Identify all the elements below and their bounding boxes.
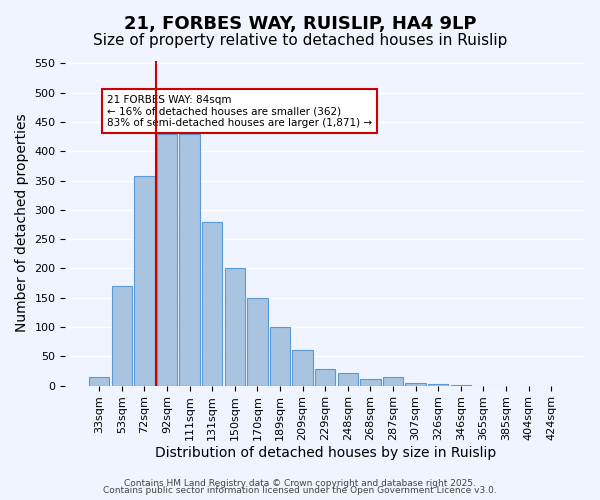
Bar bbox=[179, 134, 200, 386]
Text: Contains public sector information licensed under the Open Government Licence v3: Contains public sector information licen… bbox=[103, 486, 497, 495]
Bar bbox=[89, 377, 109, 386]
Bar bbox=[292, 350, 313, 386]
X-axis label: Distribution of detached houses by size in Ruislip: Distribution of detached houses by size … bbox=[155, 446, 496, 460]
Bar bbox=[315, 369, 335, 386]
Bar bbox=[134, 176, 155, 386]
Bar bbox=[270, 327, 290, 386]
Text: 21 FORBES WAY: 84sqm
← 16% of detached houses are smaller (362)
83% of semi-deta: 21 FORBES WAY: 84sqm ← 16% of detached h… bbox=[107, 94, 372, 128]
Bar bbox=[224, 268, 245, 386]
Bar bbox=[338, 372, 358, 386]
Bar bbox=[383, 377, 403, 386]
Text: Size of property relative to detached houses in Ruislip: Size of property relative to detached ho… bbox=[93, 32, 507, 48]
Bar bbox=[247, 298, 268, 386]
Bar bbox=[360, 378, 380, 386]
Text: 21, FORBES WAY, RUISLIP, HA4 9LP: 21, FORBES WAY, RUISLIP, HA4 9LP bbox=[124, 15, 476, 33]
Bar bbox=[428, 384, 448, 386]
Y-axis label: Number of detached properties: Number of detached properties bbox=[15, 114, 29, 332]
Text: Contains HM Land Registry data © Crown copyright and database right 2025.: Contains HM Land Registry data © Crown c… bbox=[124, 478, 476, 488]
Bar bbox=[112, 286, 132, 386]
Bar bbox=[451, 385, 471, 386]
Bar bbox=[157, 134, 177, 386]
Bar bbox=[406, 382, 426, 386]
Bar bbox=[202, 222, 223, 386]
